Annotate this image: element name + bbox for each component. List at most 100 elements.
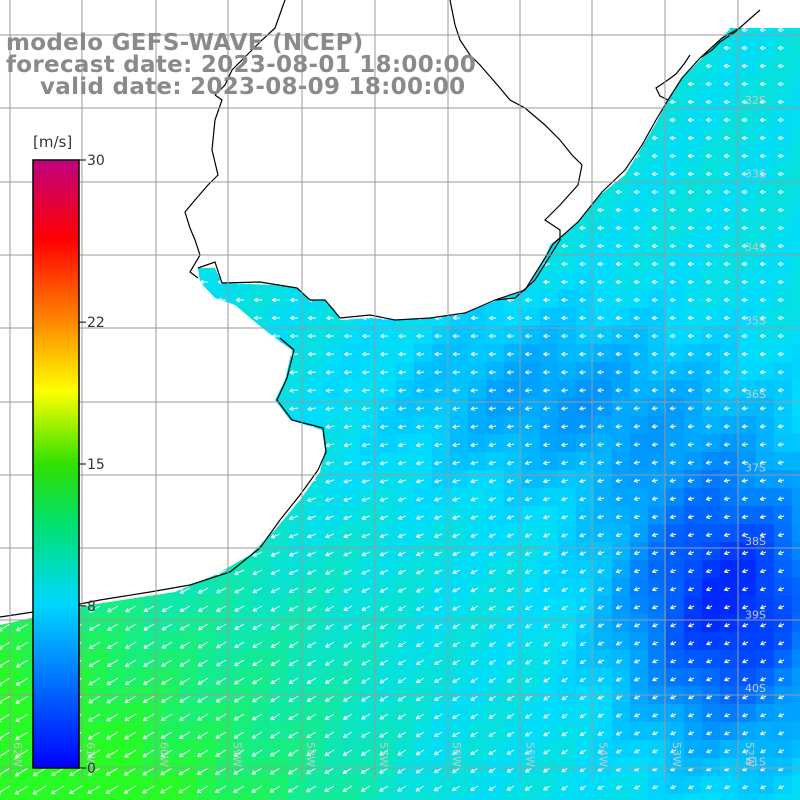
wind-arrow [777, 261, 784, 267]
wind-arrow [669, 153, 676, 159]
wind-arrow [651, 424, 659, 429]
wind-speed-cell [540, 146, 559, 165]
wind-speed-cell [198, 740, 217, 759]
wind-arrow [759, 225, 766, 231]
wind-speed-cell [576, 218, 595, 237]
wind-speed-cell [684, 794, 703, 800]
wind-speed-cell [306, 218, 325, 237]
wind-arrow [724, 586, 731, 592]
wind-arrow [705, 135, 712, 141]
wind-speed-cell [0, 272, 19, 291]
wind-speed-cell [162, 128, 181, 147]
wind-arrow [397, 460, 407, 466]
wind-arrow [199, 315, 208, 321]
wind-arrow [633, 171, 640, 177]
wind-speed-cell [522, 650, 541, 669]
wind-speed-cell [126, 308, 145, 327]
wind-speed-cell [702, 650, 721, 669]
colorbar-tick-label: 15 [87, 457, 105, 473]
wind-arrow [488, 351, 497, 357]
wind-speed-cell [684, 434, 703, 453]
wind-speed-cell [612, 218, 631, 237]
wind-arrow [488, 731, 497, 737]
wind-speed-cell [612, 308, 631, 327]
wind-arrow [597, 207, 604, 213]
wind-arrow [16, 641, 29, 650]
wind-arrow [125, 533, 137, 539]
wind-arrow [452, 261, 460, 267]
wind-arrow [88, 695, 101, 704]
wind-arrow [198, 442, 209, 448]
wind-speed-cell [612, 28, 631, 39]
wind-speed-cell [720, 236, 739, 255]
wind-arrow [470, 81, 478, 87]
wind-speed-cell [756, 290, 775, 309]
wind-speed-cell [594, 110, 613, 129]
wind-speed-cell [270, 308, 289, 327]
wind-arrow [470, 587, 479, 593]
wind-speed-cell [126, 362, 145, 381]
wind-arrow [326, 207, 334, 213]
wind-speed-cell [558, 110, 577, 129]
wind-arrow [651, 45, 658, 51]
wind-speed-cell [252, 290, 271, 309]
wind-arrow [143, 533, 155, 539]
wind-speed-cell [450, 200, 469, 219]
wind-arrow [235, 261, 244, 267]
wind-arrow [270, 461, 281, 466]
wind-speed-cell [450, 146, 469, 165]
wind-speed-cell [414, 326, 433, 345]
wind-speed-cell [450, 668, 469, 687]
wind-speed-cell [486, 542, 505, 561]
wind-arrow [109, 153, 118, 159]
wind-arrow [163, 189, 172, 195]
wind-arrow [251, 767, 263, 775]
wind-speed-cell [684, 398, 703, 417]
wind-speed-cell [630, 452, 649, 471]
wind-arrow [109, 243, 118, 249]
wind-arrow [181, 333, 191, 339]
wind-arrow [380, 261, 388, 267]
wind-arrow [579, 388, 587, 393]
wind-speed-cell [414, 542, 433, 561]
wind-speed-cell [378, 650, 397, 669]
wind-arrow [561, 496, 569, 502]
wind-speed-cell [630, 110, 649, 129]
wind-arrow [579, 297, 586, 303]
wind-arrow [670, 641, 677, 646]
wind-speed-cell [162, 380, 181, 399]
wind-arrow [723, 135, 730, 141]
wind-arrow [290, 207, 298, 213]
wind-arrow [488, 515, 497, 520]
wind-arrow [561, 117, 568, 123]
longitude-label: 60W [157, 742, 170, 767]
wind-speed-cell [684, 452, 703, 471]
wind-arrow [489, 153, 496, 159]
wind-arrow [198, 479, 209, 485]
wind-arrow [543, 153, 550, 159]
wind-arrow [470, 659, 479, 665]
wind-arrow [271, 315, 280, 321]
wind-speed-cell [234, 164, 253, 183]
wind-arrow [759, 424, 767, 429]
wind-arrow [687, 442, 695, 447]
wind-speed-cell [774, 128, 793, 147]
wind-arrow [308, 153, 316, 159]
wind-arrow [326, 333, 335, 339]
wind-speed-cell [774, 38, 793, 57]
wind-speed-cell [378, 290, 397, 309]
wind-arrow [160, 785, 173, 794]
wind-speed-cell [324, 164, 343, 183]
wind-arrow [543, 551, 551, 556]
wind-arrow [651, 261, 658, 267]
wind-arrow [0, 424, 11, 430]
wind-speed-cell [0, 308, 19, 327]
wind-arrow [597, 171, 604, 177]
wind-speed-cell [432, 326, 451, 345]
wind-arrow [634, 641, 641, 646]
wind-arrow [687, 45, 694, 51]
wind-arrow [397, 533, 407, 539]
wind-arrow [233, 749, 245, 757]
wind-arrow [615, 478, 623, 483]
wind-arrow [380, 333, 389, 339]
